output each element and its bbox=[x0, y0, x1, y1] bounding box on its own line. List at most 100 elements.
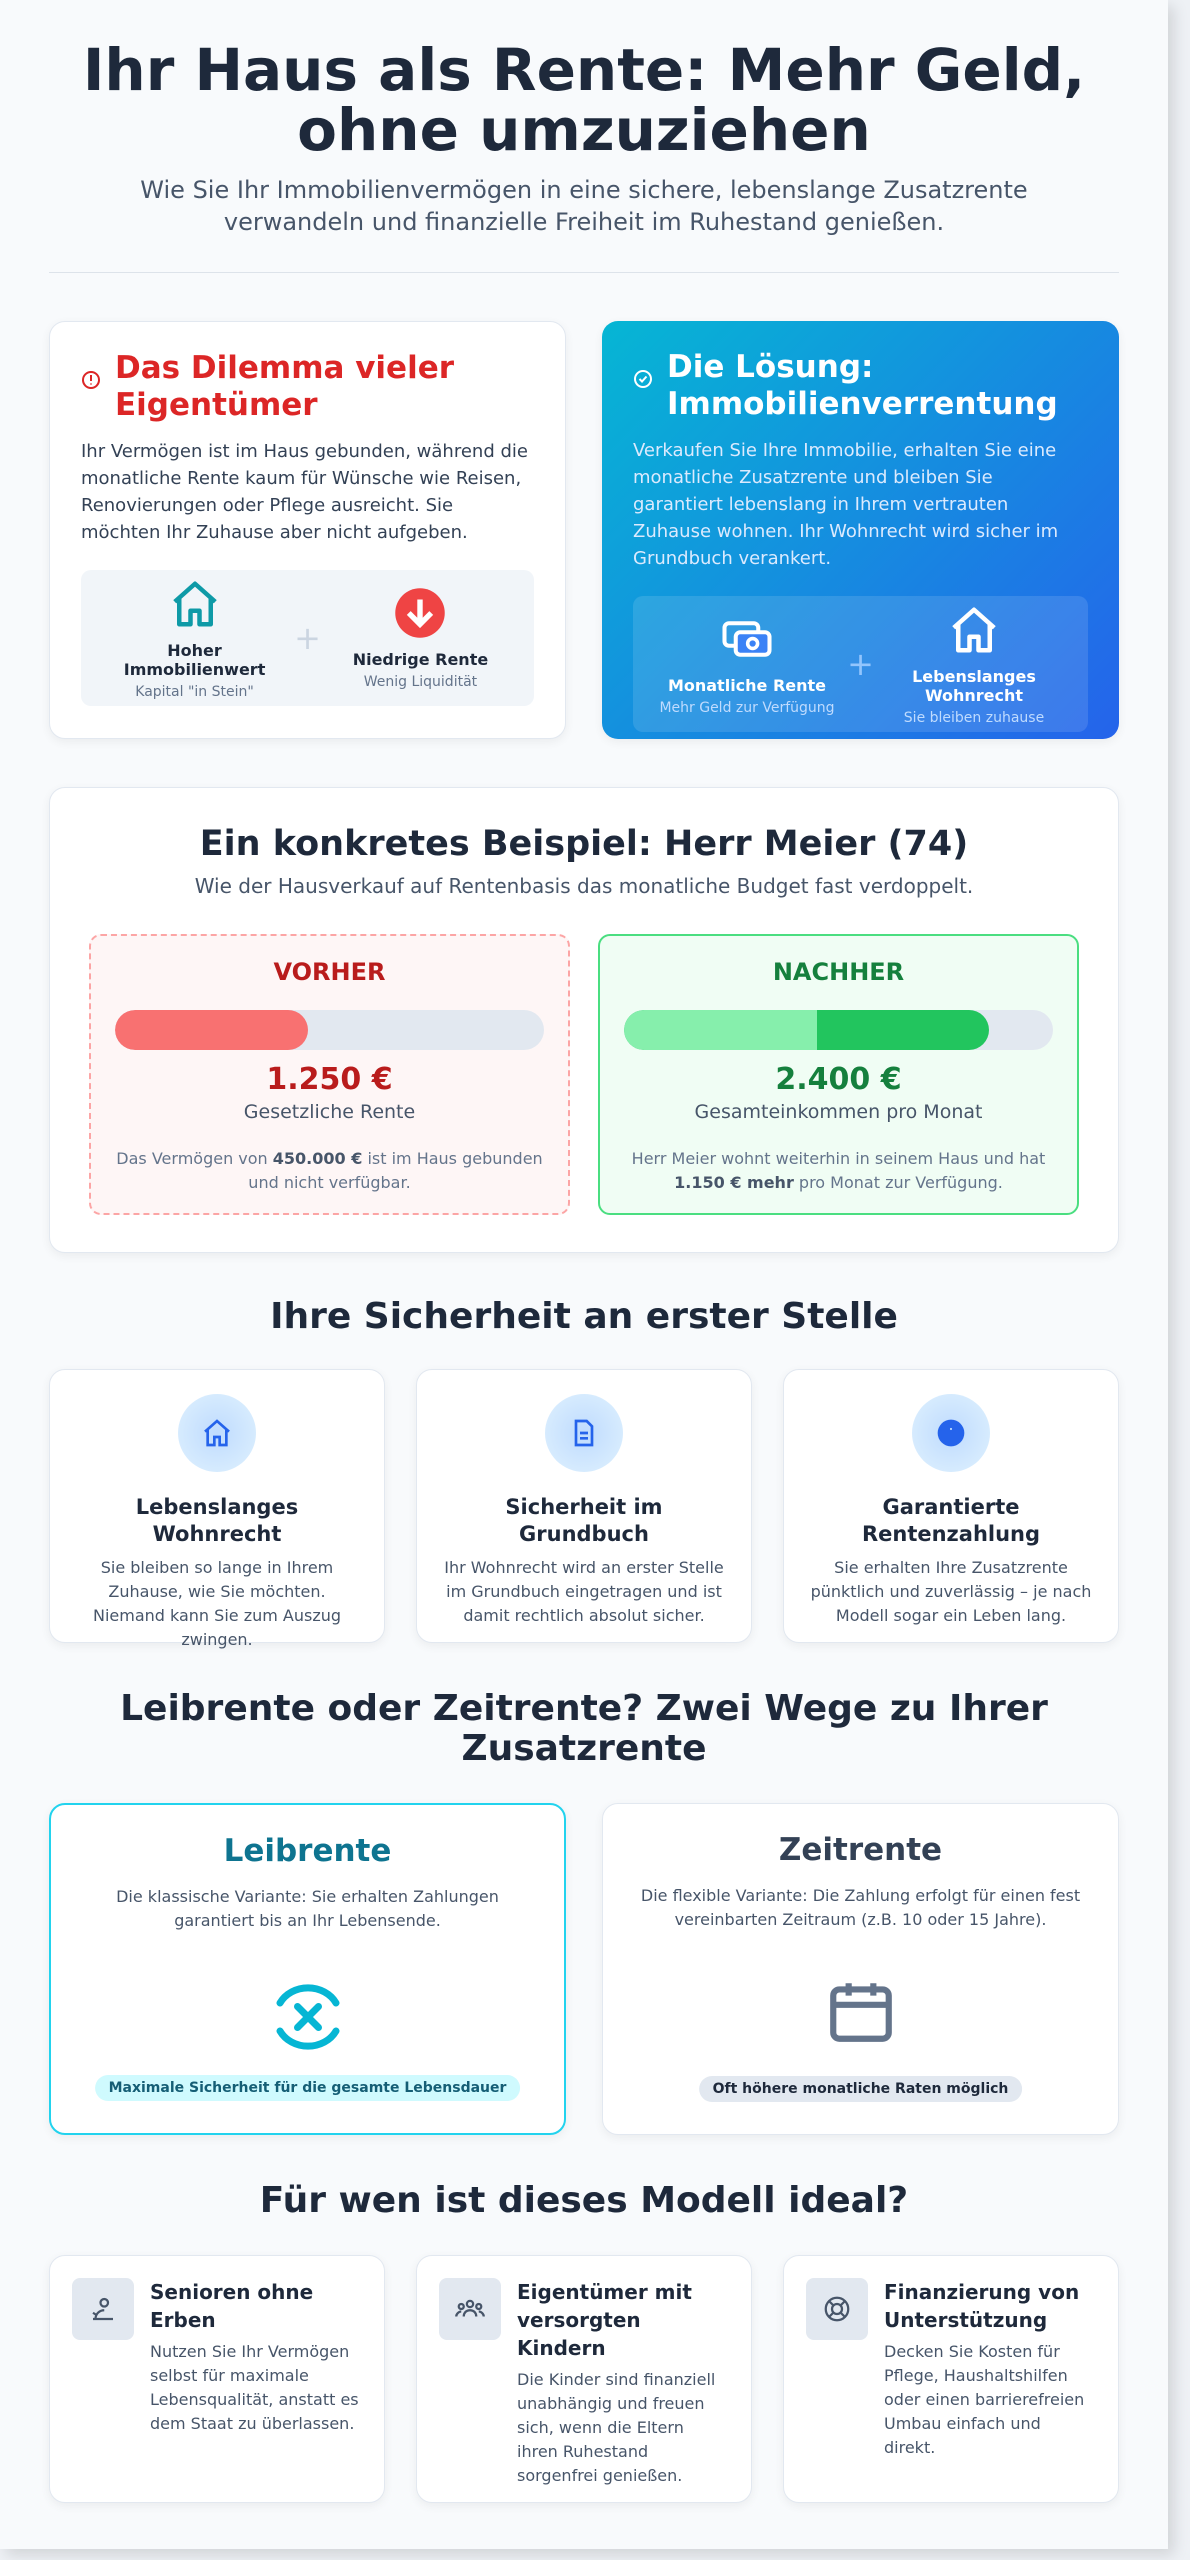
highlight: 450.000 € bbox=[272, 1149, 363, 1168]
icon bbox=[603, 1974, 1118, 2052]
option-title: Zeitrente bbox=[778, 1832, 943, 1868]
security-card: Garantierte Rentenzahlung Sie erhalten Ih… bbox=[783, 1369, 1119, 1643]
security-row: Lebenslanges Wohnrecht Sie bleiben so lan… bbox=[49, 1369, 1119, 1649]
card-title: Senioren ohne Erben bbox=[150, 2280, 314, 2332]
card-text: Nutzen Sie Ihr Vermögen selbst für maxim… bbox=[150, 2342, 359, 2433]
audience-card: Senioren ohne Erben Nutzen Sie Ihr Vermög… bbox=[49, 2255, 385, 2503]
solution-box: Monatliche Rente Mehr Geld zur Verfügung … bbox=[633, 596, 1088, 732]
option-badge: Oft höhere monatliche Raten möglich bbox=[698, 2076, 1023, 2102]
check-icon bbox=[634, 370, 652, 388]
audience-card: Eigentümer mit versorgten Kindern Die Kin… bbox=[416, 2255, 752, 2503]
card-text: Die Kinder sind finanziell unabhängig un… bbox=[517, 2370, 716, 2485]
problem-heading: Das Dilemma vieler Eigentümer bbox=[81, 350, 534, 424]
after-box: NACHHER 2.400 € Gesamteinkommen pro Mona… bbox=[598, 934, 1079, 1215]
problem-title: Das Dilemma vieler Eigentümer bbox=[115, 350, 455, 423]
text: Herr Meier wohnt weiterhin in seinem Hau… bbox=[631, 1149, 1046, 1168]
security-title: Ihre Sicherheit an erster Stelle bbox=[270, 1296, 898, 1337]
example-subtitle: Wie der Hausverkauf auf Rentenbasis das … bbox=[194, 874, 974, 898]
house-icon bbox=[172, 581, 217, 626]
icon bbox=[51, 1975, 564, 2063]
item-sub: Kapital "in Stein" bbox=[135, 683, 254, 700]
option-card: Zeitrente Die flexible Variante: Die Zah… bbox=[602, 1803, 1119, 2135]
family-icon bbox=[455, 2299, 485, 2317]
card-text: Sie erhalten Ihre Zusatzrente pünktlich … bbox=[810, 1558, 1092, 1625]
comparison: VORHER 1.250 € Gesetzliche Rente Das Ver… bbox=[89, 934, 1079, 1215]
icon-box bbox=[439, 2278, 501, 2340]
before-label: Gesetzliche Rente bbox=[243, 1101, 416, 1123]
item-label: Hoher Immobilienwert bbox=[123, 640, 266, 679]
solution-item: Lebenslanges Wohnrecht Sie bleiben zuhaus… bbox=[874, 603, 1074, 726]
highlight: 1.150 € mehr bbox=[674, 1173, 794, 1192]
icon-box bbox=[72, 2278, 134, 2340]
item-label: Monatliche Rente bbox=[667, 676, 827, 695]
calendar-icon bbox=[829, 1983, 892, 2042]
icon-box bbox=[806, 2278, 868, 2340]
example-title: Ein konkretes Beispiel: Herr Meier (74) bbox=[199, 824, 969, 864]
option-text: Die flexible Variante: Die Zahlung erfol… bbox=[640, 1886, 1081, 1929]
subtitle: Wie Sie Ihr Immobilienvermögen in eine s… bbox=[140, 176, 1028, 236]
option-badge: Maximale Sicherheit für die gesamte Lebe… bbox=[94, 2075, 521, 2101]
card-text: Sie bleiben so lange in Ihrem Zuhause, w… bbox=[92, 1558, 342, 1649]
lifebuoy-icon bbox=[824, 2296, 850, 2322]
solution-item: Monatliche Rente Mehr Geld zur Verfügung bbox=[647, 612, 847, 716]
item-label: Lebenslanges Wohnrecht bbox=[912, 666, 1036, 705]
card-title: Finanzierung von Unterstützung bbox=[884, 2280, 1080, 2332]
before-fill bbox=[115, 1010, 309, 1050]
item-sub: Mehr Geld zur Verfügung bbox=[659, 700, 835, 716]
cycle-icon bbox=[276, 1984, 339, 2050]
problem-box: Hoher Immobilienwert Kapital "in Stein" +… bbox=[81, 570, 534, 706]
card-body: Eigentümer mit versorgten Kindern Die Kin… bbox=[517, 2278, 729, 2485]
text: Das Vermögen von bbox=[116, 1149, 273, 1168]
solution-text: Verkaufen Sie Ihre Immobilie, erhalten S… bbox=[633, 440, 1059, 569]
down-icon bbox=[395, 588, 446, 638]
card-title: Sicherheit im Grundbuch bbox=[505, 1495, 663, 1546]
card-text: Decken Sie Kosten für Pflege, Haushaltsh… bbox=[884, 2342, 1085, 2457]
audience-card: Finanzierung von Unterstützung Decken Sie… bbox=[783, 2255, 1119, 2503]
problem-item: Hoher Immobilienwert Kapital "in Stein" bbox=[95, 577, 294, 700]
example-card: Ein konkretes Beispiel: Herr Meier (74) … bbox=[49, 787, 1119, 1253]
card-title: Eigentümer mit versorgten Kindern bbox=[517, 2280, 692, 2360]
coin-icon bbox=[937, 1419, 965, 1447]
card-body: Finanzierung von Unterstützung Decken Sie… bbox=[884, 2278, 1096, 2480]
options-title: Leibrente oder Zeitrente? Zwei Wege zu I… bbox=[120, 1688, 1048, 1769]
audience-row: Senioren ohne Erben Nutzen Sie Ihr Vermög… bbox=[49, 2255, 1119, 2503]
options-row: Leibrente Die klassische Variante: Sie e… bbox=[49, 1803, 1119, 2135]
item-sub: Wenig Liquidität bbox=[363, 674, 478, 690]
solution-card: Die Lösung: Immobilienverrentung Verkauf… bbox=[602, 321, 1119, 739]
before-heading: VORHER bbox=[273, 958, 386, 986]
card-body: Senioren ohne Erben Nutzen Sie Ihr Vermög… bbox=[150, 2278, 362, 2480]
audience-title: Für wen ist dieses Modell ideal? bbox=[259, 2180, 909, 2221]
text: pro Monat zur Verfügung. bbox=[793, 1173, 1003, 1192]
after-text: Herr Meier wohnt weiterhin in seinem Hau… bbox=[624, 1147, 1053, 1195]
text: ist im Haus gebunden und nicht verfügbar… bbox=[248, 1149, 543, 1192]
problem-item: Niedrige Rente Wenig Liquidität bbox=[321, 586, 520, 690]
item-label: Niedrige Rente bbox=[352, 650, 489, 669]
item-sub: Sie bleiben zuhause bbox=[903, 709, 1045, 726]
document-icon bbox=[574, 1419, 594, 1447]
operator: + bbox=[847, 645, 874, 683]
before-amount: 1.250 € bbox=[266, 1062, 393, 1097]
operator: + bbox=[294, 619, 321, 657]
problem-card: Das Dilemma vieler Eigentümer Ihr Vermög… bbox=[49, 321, 566, 739]
security-card: Lebenslanges Wohnrecht Sie bleiben so lan… bbox=[49, 1369, 385, 1649]
problem-text: Ihr Vermögen ist im Haus gebunden, währe… bbox=[81, 441, 528, 543]
house-icon bbox=[952, 607, 996, 652]
money-icon bbox=[722, 621, 772, 657]
before-box: VORHER 1.250 € Gesetzliche Rente Das Ver… bbox=[89, 934, 570, 1215]
security-card: Sicherheit im Grundbuch Ihr Wohnrecht wir… bbox=[416, 1369, 752, 1643]
after-heading: NACHHER bbox=[772, 958, 905, 986]
before-text: Das Vermögen von 450.000 € ist im Haus g… bbox=[115, 1147, 544, 1195]
title: Ihr Haus als Rente: Mehr Geld, ohne umzu… bbox=[82, 36, 1086, 164]
after-amount: 2.400 € bbox=[775, 1062, 902, 1097]
option-card: Leibrente Die klassische Variante: Sie e… bbox=[49, 1803, 566, 2135]
after-base-fill bbox=[624, 1010, 818, 1050]
solution-title: Die Lösung: Immobilienverrentung bbox=[667, 349, 1058, 422]
alert-icon bbox=[82, 371, 100, 389]
person-icon bbox=[92, 2297, 113, 2321]
after-bar bbox=[624, 1010, 1053, 1050]
icon-circle bbox=[178, 1394, 256, 1472]
card-title: Garantierte Rentenzahlung bbox=[861, 1495, 1041, 1546]
after-label: Gesamteinkommen pro Monat bbox=[694, 1101, 983, 1123]
option-text: Die klassische Variante: Sie erhalten Za… bbox=[116, 1887, 499, 1930]
